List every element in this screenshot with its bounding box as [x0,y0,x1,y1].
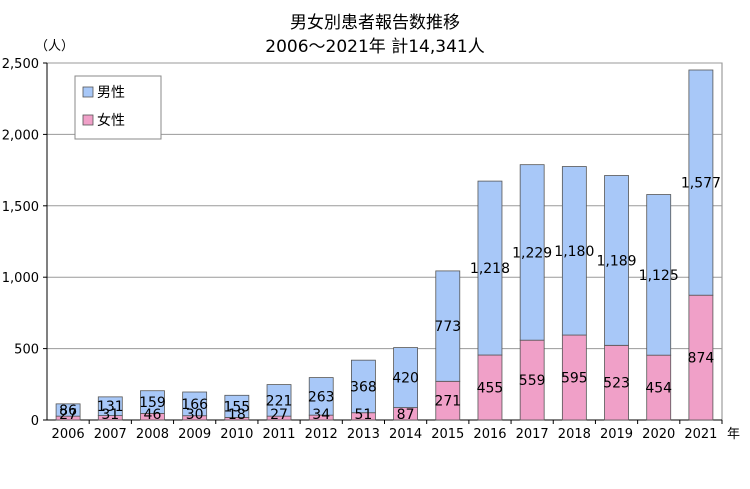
x-tick-label: 2012 [305,427,338,442]
data-label-male-2012: 263 [308,389,335,405]
x-tick-label: 2010 [220,427,253,442]
data-label-female-2015: 271 [434,394,461,410]
bar-male-2017 [519,164,545,341]
data-label-female-2018: 595 [561,371,588,387]
bar-male-2018 [561,166,587,336]
x-tick-label: 2017 [516,427,549,442]
data-label-female-2017: 559 [519,373,546,389]
legend-label-female: 女性 [97,112,125,129]
x-tick-label: 2006 [52,427,85,442]
data-label-male-2017: 1,229 [512,245,552,261]
data-label-male-2011: 221 [266,393,293,409]
x-tick-label: 2018 [558,427,591,442]
bar-male-2020 [646,194,672,356]
data-label-male-2010: 155 [223,399,250,415]
bar-male-2013 [351,359,376,414]
y-axis-label: （人） [35,39,74,54]
bar-male-2006 [55,403,81,417]
bar-male-2007 [97,396,123,416]
data-label-male-2021: 1,577 [681,176,721,192]
y-tick-label: 2,000 [2,128,39,143]
bar-male-2012 [308,377,334,416]
bar-male-2011 [266,384,292,417]
data-label-male-2008: 159 [139,395,166,411]
data-label-male-2009: 166 [181,397,208,413]
legend-swatch-male [82,86,94,98]
data-label-male-2006: 86 [59,403,77,419]
bar-male-2015 [435,270,461,382]
bar-female-2015 [435,380,461,421]
y-tick-label: 1,000 [2,271,39,286]
x-tick-label: 2019 [600,427,633,442]
data-label-female-2011: 27 [270,407,288,423]
data-label-female-2013: 51 [354,407,372,423]
legend-swatch-female [82,114,94,126]
data-label-female-2021: 874 [688,351,715,367]
x-tick-label: 2011 [262,427,295,442]
bar-male-2014 [393,347,418,408]
data-label-female-2007: 31 [101,407,119,423]
x-axis-unit: 年 [727,427,740,442]
data-label-male-2020: 1,125 [639,268,679,284]
data-label-male-2007: 131 [97,399,124,415]
x-tick-label: 2016 [473,427,506,442]
bar-female-2017 [519,339,545,421]
legend-box [74,75,162,140]
y-tick-label: 500 [14,343,39,358]
data-label-female-2009: 30 [186,407,204,423]
data-label-female-2008: 46 [144,407,162,423]
chart-title: 男女別患者報告数推移 [290,13,460,33]
data-label-male-2014: 420 [392,371,419,387]
data-label-male-2015: 773 [434,319,461,335]
y-tick-label: 1,500 [2,200,39,215]
data-label-male-2016: 1,218 [470,261,510,277]
chart-subtitle: 2006～2021年 計14,341人 [265,37,485,57]
data-label-female-2012: 34 [312,407,330,423]
y-tick-label: 0 [31,414,39,429]
x-tick-label: 2008 [136,427,169,442]
data-label-male-2019: 1,189 [596,253,636,269]
bar-male-2009 [182,391,208,417]
x-tick-label: 2007 [94,427,127,442]
data-label-female-2016: 455 [477,381,504,397]
legend-label-male: 男性 [97,85,125,101]
data-label-female-2006: 27 [59,407,77,423]
bar-male-2021 [688,69,714,296]
x-tick-label: 2021 [684,427,717,442]
x-tick-label: 2014 [389,427,422,442]
bar-female-2016 [477,354,503,421]
data-label-female-2014: 87 [397,407,415,423]
data-label-female-2010: 18 [228,407,246,423]
y-tick-label: 2,500 [2,57,39,72]
data-label-female-2019: 523 [603,376,630,392]
data-label-male-2013: 368 [350,379,377,395]
x-tick-label: 2015 [431,427,464,442]
bar-male-2019 [604,175,629,346]
data-label-male-2018: 1,180 [554,244,594,260]
data-label-female-2020: 454 [645,381,672,397]
bar-male-2010 [224,394,250,418]
bar-female-2020 [646,354,672,421]
x-tick-label: 2009 [178,427,211,442]
bar-male-2008 [140,390,165,414]
x-tick-label: 2020 [642,427,675,442]
x-tick-label: 2013 [347,427,380,442]
bar-male-2016 [477,180,503,356]
